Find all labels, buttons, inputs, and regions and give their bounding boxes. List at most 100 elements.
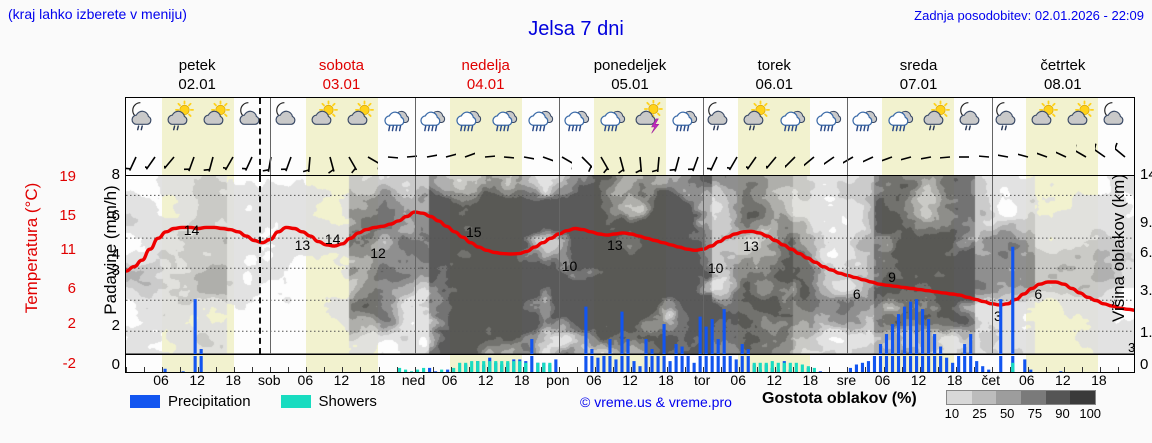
wind-barb-icon <box>1095 140 1115 175</box>
temperature-tick: 2 <box>67 315 76 332</box>
night-band <box>378 98 414 175</box>
cloud-rain-icon <box>486 98 522 140</box>
cloud-density-tick: 75 <box>1027 406 1043 421</box>
night-band <box>702 98 738 175</box>
x-tick-label: 06 <box>1018 372 1035 388</box>
cloud-density-tick: 90 <box>1055 406 1070 421</box>
wind-barb-icon <box>572 140 592 175</box>
wind-barb-icon <box>1114 140 1134 175</box>
night-band <box>1098 355 1134 372</box>
wind-barb-icon <box>959 140 979 175</box>
day-header-3: ponedeljek 05.01 <box>558 56 702 96</box>
precipitation-tick: 3 <box>111 262 120 279</box>
precipitation-bars <box>163 356 1063 372</box>
temperature-label: 12 <box>370 245 386 262</box>
sky-conditions-panel <box>125 97 1135 175</box>
day-band <box>594 355 666 372</box>
x-tick-mark <box>1009 367 1011 372</box>
precipitation-tick: 0 <box>111 356 120 373</box>
x-tick-label: 18 <box>369 372 386 388</box>
wind-barb-icon <box>126 140 145 175</box>
wind-barb-icon <box>823 140 843 175</box>
wind-barb-icon <box>533 140 553 175</box>
temperature-tick: 19 <box>59 168 76 185</box>
sun-cloud-icon <box>342 98 378 140</box>
x-tick-label: 06 <box>441 372 458 388</box>
day-band <box>1026 355 1098 372</box>
cloud-density-tick: 10 <box>944 406 960 421</box>
night-band <box>126 98 162 175</box>
x-tick-mark <box>576 367 578 372</box>
night-band <box>954 98 990 175</box>
credit-link[interactable]: © vreme.us & vreme.pro <box>580 394 732 410</box>
wind-barb-icon <box>707 140 727 175</box>
day-band <box>738 98 810 175</box>
cloud-rain-icon <box>882 98 918 140</box>
day-band <box>738 355 810 372</box>
page-title: Jelsa 7 dni <box>528 18 624 40</box>
cloud-density-tick: 50 <box>999 406 1015 421</box>
day-separator <box>991 176 993 354</box>
last-update-text: Zadnja posodobitev: 02.01.2026 - 22:09 <box>914 8 1144 23</box>
temperature-tick: 15 <box>59 207 76 224</box>
x-tick-mark <box>432 367 434 372</box>
wind-barb-icon <box>978 140 998 175</box>
day-date: 08.01 <box>1044 76 1082 93</box>
wind-barb-icon <box>726 140 746 175</box>
day-date: 07.01 <box>899 76 938 93</box>
wind-barb-icon <box>456 140 476 175</box>
precipitation-tick: 6 <box>111 207 120 224</box>
x-tick-mark <box>883 367 885 372</box>
day-band <box>306 355 378 372</box>
x-tick-mark <box>504 367 506 372</box>
x-tick-mark <box>252 367 254 372</box>
x-tick-mark <box>919 367 921 372</box>
wind-barb-icon <box>688 140 707 175</box>
wind-barb-icon <box>920 140 940 175</box>
current-time-line <box>259 176 262 354</box>
night-band <box>522 98 558 175</box>
x-tick-mark <box>1045 367 1047 372</box>
x-tick-label: 12 <box>477 372 494 388</box>
x-tick-mark <box>901 367 903 372</box>
day-name: sreda <box>899 57 938 74</box>
wind-barb-icon <box>784 140 804 175</box>
day-band <box>162 355 234 372</box>
temperature-axis-title: Temperatura (°C) <box>22 182 41 314</box>
day-separator <box>703 176 705 354</box>
x-tick-mark <box>739 367 741 372</box>
cloud-density-swatch <box>996 391 1022 404</box>
sun-cloud-rain-icon <box>162 98 198 140</box>
cloud-rain-icon <box>378 98 414 140</box>
night-band <box>558 98 594 175</box>
x-tick-mark <box>360 367 362 372</box>
x-tick-label: 12 <box>766 372 783 388</box>
day-header-5: sreda 07.01 <box>846 56 990 96</box>
wind-barb-icon <box>1017 140 1037 175</box>
day-name: petek <box>178 57 216 74</box>
temperature-tick: 11 <box>60 241 76 258</box>
day-name: ponedeljek <box>593 57 667 74</box>
x-tick-label: 18 <box>802 372 819 388</box>
x-tick-mark <box>649 367 651 372</box>
moon-cloud-rain-icon <box>126 98 162 140</box>
precipitation-legend-label: Precipitation <box>168 392 251 410</box>
day-date: 06.01 <box>755 76 794 93</box>
temperature-label: 14 <box>183 222 200 239</box>
day-name: nedelja <box>461 57 510 74</box>
temperature-label: 6 <box>852 286 861 303</box>
x-tick-label: 12 <box>1055 372 1071 388</box>
wind-barb-icon <box>591 140 610 175</box>
day-date: 05.01 <box>611 76 649 93</box>
x-tick-label: 18 <box>513 372 530 388</box>
cloud-density-tick: 100 <box>1079 406 1102 421</box>
x-tick-mark <box>126 367 127 372</box>
night-band <box>414 355 450 372</box>
temperature-value-labels: 14 13 14 12 15 10 13 10 13 6 9 3 6 <box>126 176 1134 354</box>
x-tick-label: 18 <box>225 372 241 388</box>
day-header-0: petek 02.01 <box>125 56 269 96</box>
day-header-4: torek 06.01 <box>702 56 846 96</box>
day-separator <box>270 98 272 175</box>
moon-cloud-icon <box>234 98 270 140</box>
day-date: 04.01 <box>466 76 505 93</box>
